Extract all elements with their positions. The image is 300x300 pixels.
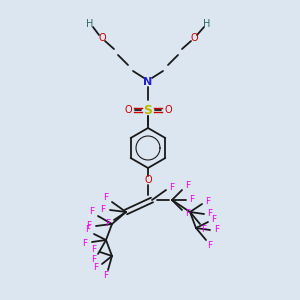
Text: F: F — [100, 206, 106, 214]
Text: F: F — [85, 226, 91, 235]
Text: F: F — [89, 208, 94, 217]
Text: N: N — [143, 77, 153, 87]
Text: H: H — [203, 19, 211, 29]
Text: F: F — [207, 242, 213, 250]
Text: O: O — [144, 175, 152, 185]
Text: F: F — [185, 209, 190, 218]
Text: O: O — [190, 33, 198, 43]
Text: H: H — [86, 19, 94, 29]
Text: F: F — [169, 182, 175, 191]
Text: F: F — [82, 238, 88, 247]
Text: F: F — [103, 272, 109, 280]
Text: F: F — [214, 226, 220, 235]
Text: O: O — [164, 105, 172, 115]
Text: F: F — [207, 209, 213, 218]
Text: O: O — [98, 33, 106, 43]
Text: F: F — [185, 182, 190, 190]
Text: F: F — [86, 221, 92, 230]
Text: F: F — [93, 263, 99, 272]
Text: F: F — [189, 196, 195, 205]
Text: F: F — [206, 196, 211, 206]
Text: F: F — [201, 226, 207, 235]
Text: F: F — [212, 215, 217, 224]
Text: F: F — [92, 245, 97, 254]
Text: F: F — [105, 220, 111, 229]
Text: S: S — [143, 103, 152, 116]
Text: F: F — [103, 194, 109, 202]
Text: O: O — [124, 105, 132, 115]
Text: F: F — [92, 256, 97, 265]
